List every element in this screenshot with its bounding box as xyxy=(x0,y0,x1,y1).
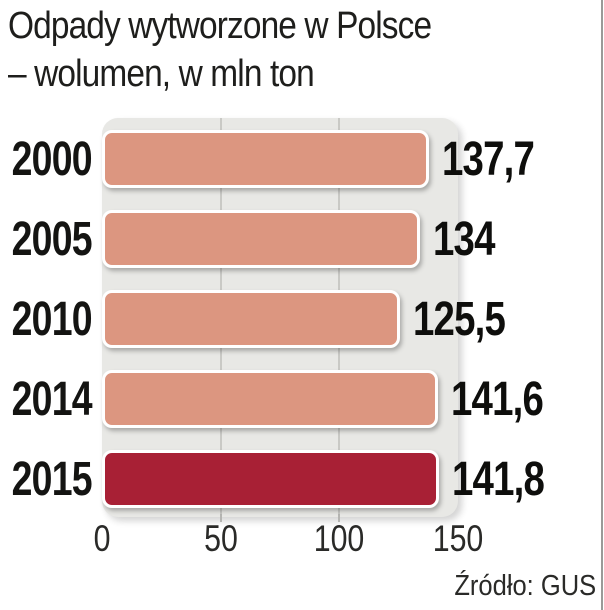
bar-2015 xyxy=(102,450,439,508)
category-label-text: 2014 xyxy=(11,372,93,426)
value-label-text: 137,7 xyxy=(442,132,535,186)
x-axis-tick-label-150: 150 xyxy=(427,520,489,557)
x-axis-tick-text: 0 xyxy=(93,518,111,559)
bar-2010 xyxy=(102,290,400,348)
value-label-2000: 137,7 xyxy=(442,130,557,188)
value-label-2010: 125,5 xyxy=(413,290,528,348)
x-axis-tick-label-100: 100 xyxy=(308,520,370,557)
category-label-2000: 2000 xyxy=(0,130,93,188)
axis-tick-mark-50 xyxy=(219,514,222,522)
source-label: Źródło: GUS xyxy=(454,570,596,602)
x-axis-tick-text: 150 xyxy=(432,518,484,559)
bar-2014 xyxy=(102,370,438,428)
category-label-text: 2000 xyxy=(11,132,93,186)
bar-2005 xyxy=(102,210,420,268)
value-label-text: 134 xyxy=(433,212,495,266)
category-label-text: 2010 xyxy=(11,292,93,346)
category-label-2005: 2005 xyxy=(0,210,93,268)
chart-title-line2: – wolumen, w mln ton xyxy=(8,53,315,95)
category-label-text: 2015 xyxy=(11,452,93,506)
value-label-text: 141,8 xyxy=(452,452,545,506)
value-label-2014: 141,6 xyxy=(451,370,566,428)
page-divider-line xyxy=(601,0,603,610)
category-label-text: 2005 xyxy=(11,212,93,266)
x-axis-tick-text: 50 xyxy=(203,518,238,559)
axis-tick-mark-100 xyxy=(338,514,341,522)
category-label-2014: 2014 xyxy=(0,370,93,428)
chart-title-line1: Odpady wytworzone w Polsce xyxy=(8,5,432,47)
x-axis-tick-label-50: 50 xyxy=(200,520,241,557)
chart-title: Odpady wytworzone w Polsce – wolumen, w … xyxy=(8,2,432,98)
category-label-2010: 2010 xyxy=(0,290,93,348)
value-label-text: 141,6 xyxy=(451,372,544,426)
value-label-text: 125,5 xyxy=(413,292,506,346)
category-label-2015: 2015 xyxy=(0,450,93,508)
x-axis-tick-label-0: 0 xyxy=(92,520,113,557)
bar-2000 xyxy=(102,130,429,188)
value-label-2015: 141,8 xyxy=(452,450,567,508)
value-label-2005: 134 xyxy=(433,210,510,268)
x-axis-tick-text: 100 xyxy=(314,518,365,559)
